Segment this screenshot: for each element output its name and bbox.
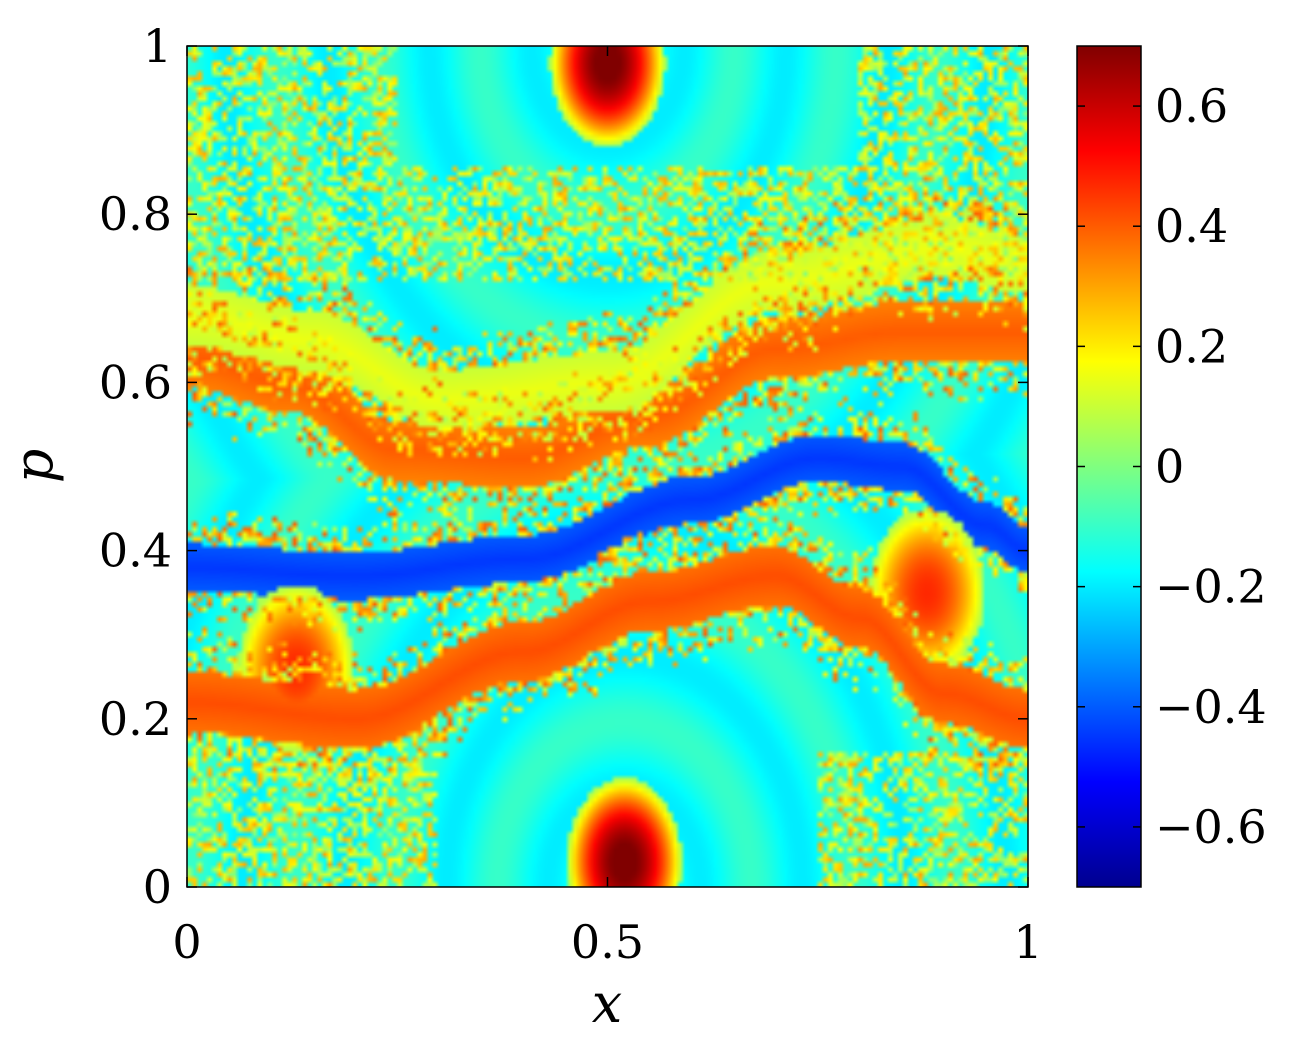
y-tick-label: 0.2 bbox=[99, 692, 172, 746]
colorbar-gradient bbox=[1077, 46, 1141, 887]
colorbar: 0.6 0.4 0.2 0 −0.2 −0.4 −0.6 bbox=[1076, 45, 1267, 888]
colorbar-tick-label: −0.2 bbox=[1155, 560, 1267, 614]
y-axis: 0 0.2 0.4 0.6 0.8 1 bbox=[99, 19, 1028, 914]
x-tick-label: 0 bbox=[172, 915, 201, 969]
y-tick-label: 0.4 bbox=[99, 524, 172, 578]
x-axis-label: x bbox=[592, 972, 622, 1035]
y-tick-label: 0.8 bbox=[99, 187, 172, 241]
colorbar-tick-label: 0.6 bbox=[1155, 79, 1228, 133]
colorbar-tick-label: 0 bbox=[1155, 440, 1184, 494]
colorbar-tick-label: 0.2 bbox=[1155, 319, 1228, 373]
colorbar-tick-label: 0.4 bbox=[1155, 199, 1228, 253]
y-axis-label: p bbox=[2, 449, 65, 484]
colorbar-tick-label: −0.4 bbox=[1155, 680, 1267, 734]
colorbar-ticks: 0.6 0.4 0.2 0 −0.2 −0.4 −0.6 bbox=[1077, 79, 1267, 854]
heatmap-image bbox=[187, 46, 1028, 887]
x-axis: 0 0.5 1 bbox=[172, 46, 1043, 969]
y-tick-label: 1 bbox=[143, 19, 172, 73]
x-tick-label: 0.5 bbox=[571, 915, 644, 969]
heatmap-plot-area bbox=[186, 45, 1029, 888]
y-tick-label: 0.6 bbox=[99, 355, 172, 409]
x-tick-label: 1 bbox=[1013, 915, 1042, 969]
y-tick-label: 0 bbox=[143, 860, 172, 914]
colorbar-tick-label: −0.6 bbox=[1155, 800, 1267, 854]
